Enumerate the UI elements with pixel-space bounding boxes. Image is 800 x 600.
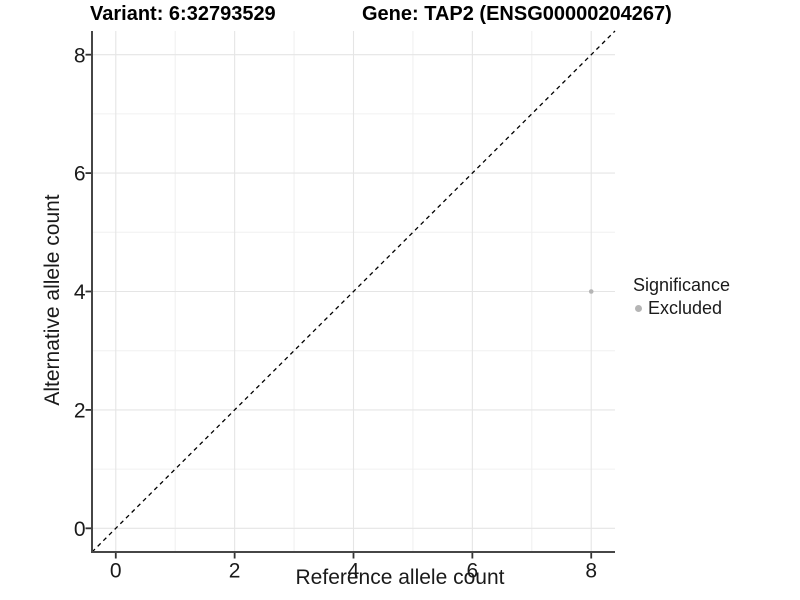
x-axis-title: Reference allele count [295, 566, 505, 589]
y-tick-label: 8 [74, 44, 86, 67]
x-tick-label: 0 [110, 560, 122, 583]
identity-line [91, 30, 616, 553]
legend-item-excluded: Excluded [633, 298, 730, 318]
data-point [588, 289, 594, 294]
legend-title: Significance [633, 275, 731, 295]
y-axis-title: Alternative allele count [41, 194, 64, 406]
x-tick-label: 8 [585, 560, 597, 583]
x-tick-label: 2 [229, 560, 241, 583]
x-tick-label: 6 [467, 560, 479, 583]
legend-point-icon [635, 304, 642, 312]
y-tick-label: 4 [74, 281, 86, 304]
y-tick-label: 0 [74, 518, 86, 541]
y-tick-label: 2 [74, 400, 86, 423]
y-tick-label: 6 [74, 163, 86, 186]
legend-item-label: Excluded [648, 297, 723, 318]
plot-title-gene: Gene: TAP2 (ENSG00000204267) [362, 3, 672, 25]
plot-title-variant: Variant: 6:32793529 [90, 3, 276, 25]
x-tick-label: 4 [348, 560, 360, 583]
legend: Significance Excluded [633, 275, 730, 318]
